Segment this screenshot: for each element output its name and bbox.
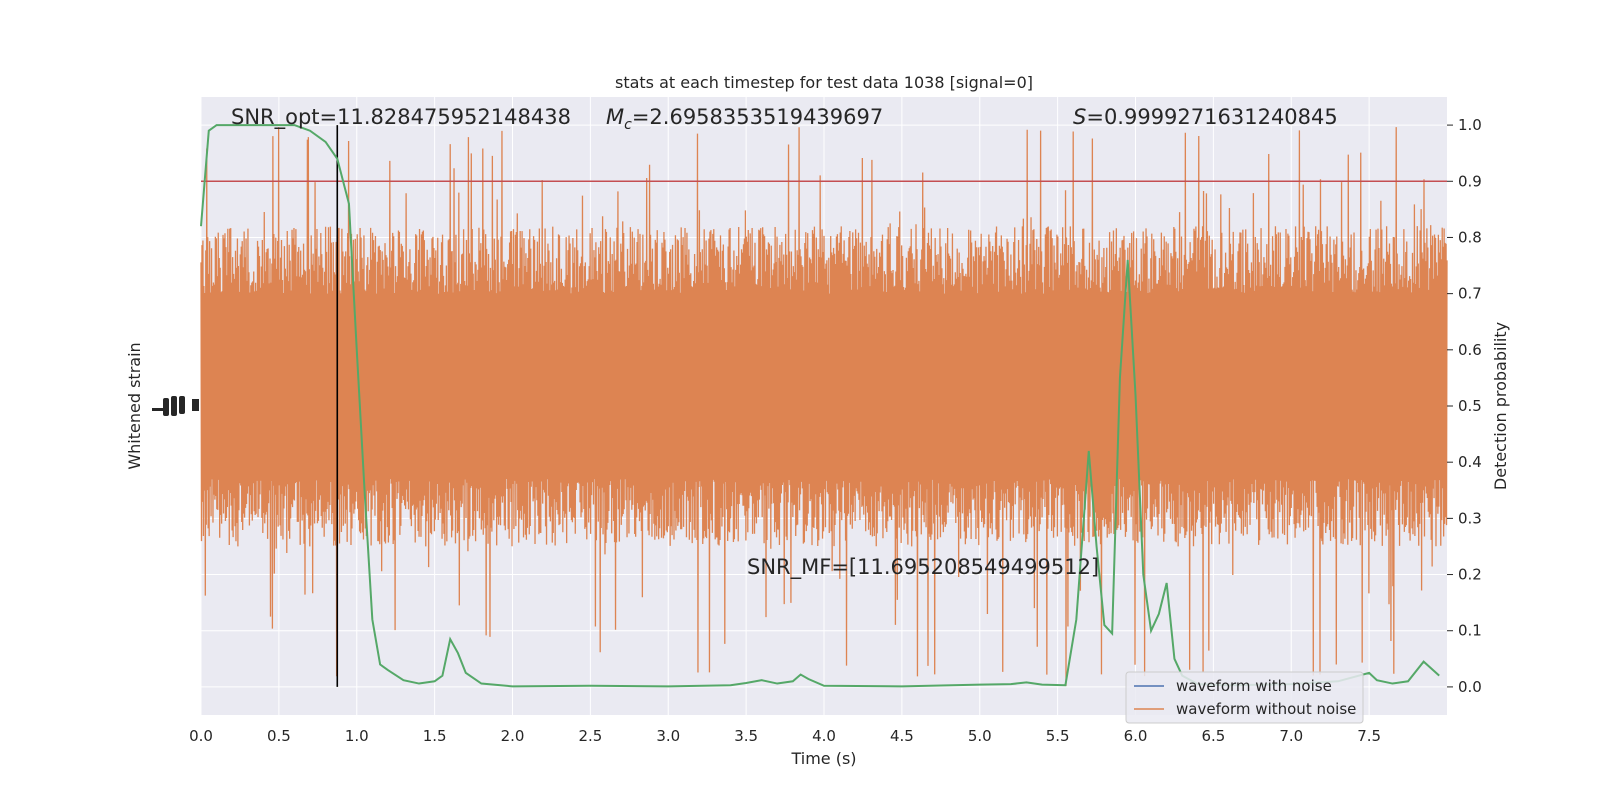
x-tick-label-8: 4.0 [812, 727, 836, 745]
y-axis-left-label: Whitened strain [125, 342, 144, 469]
left-axis-overlapping-ticks [152, 396, 199, 416]
legend-label-without-noise: waveform without noise [1176, 700, 1356, 718]
detection-probability-line [200, 124, 1440, 688]
x-tick-label-1: 0.5 [267, 727, 291, 745]
x-tick-label-0: 0.0 [189, 727, 213, 745]
score-symbol: S [1073, 105, 1086, 129]
x-tick-label-9: 4.5 [890, 727, 914, 745]
x-tick-label-5: 2.5 [578, 727, 602, 745]
y-right-tick-label-5: 0.5 [1458, 397, 1482, 415]
y-right-tick-label-6: 0.6 [1458, 341, 1482, 359]
x-tick-label-7: 3.5 [734, 727, 758, 745]
axes: 0.0 0.5 1.0 1.5 2.0 2.5 3.0 3.5 4.0 4.5 5.0 5.5 6.0 6… [189, 116, 1482, 745]
snr-opt-annotation: SNR_opt=11.828475952148438 [231, 105, 571, 130]
x-tick-label-15: 7.5 [1357, 727, 1381, 745]
chirp-mass-subscript: c [624, 117, 632, 133]
y-axis-right-label: Detection probability [1491, 322, 1510, 490]
strain-series [200, 127, 1448, 686]
score-annotation: S=0.9999271631240845 [1073, 105, 1338, 129]
chirp-mass-symbol: M [606, 105, 624, 129]
chart-title: stats at each timestep for test data 103… [615, 73, 1033, 92]
legend-box [1125, 671, 1364, 724]
score-value: =0.9999271631240845 [1086, 105, 1337, 129]
x-tick-label-4: 2.0 [501, 727, 525, 745]
x-axis-label: Time (s) [790, 749, 856, 768]
x-tick-label-11: 5.5 [1046, 727, 1070, 745]
x-tick-label-6: 3.0 [656, 727, 680, 745]
y-right-tick-label-3: 0.3 [1458, 509, 1482, 527]
y-right-tick-label-7: 0.7 [1458, 285, 1482, 303]
y-right-tick-label-1: 0.1 [1458, 622, 1482, 640]
y-right-tick-label-4: 0.4 [1458, 453, 1482, 471]
x-tick-label-12: 6.0 [1124, 727, 1148, 745]
y-right-tick-label-9: 0.9 [1458, 172, 1482, 190]
x-tick-label-13: 6.5 [1201, 727, 1225, 745]
overlay [200, 124, 1447, 688]
x-tick-label-14: 7.0 [1279, 727, 1303, 745]
strain-without-noise-line [200, 127, 1448, 686]
chirp-mass-annotation: Mc=2.6958353519439697 [606, 105, 883, 133]
legend-label-with-noise: waveform with noise [1176, 677, 1332, 695]
y-right-tick-label-0: 0.0 [1458, 678, 1482, 696]
chirp-mass-value: =2.6958353519439697 [632, 105, 883, 129]
x-tick-label-2: 1.0 [345, 727, 369, 745]
y-right-tick-label-10: 1.0 [1458, 116, 1482, 134]
y-right-tick-label-8: 0.8 [1458, 228, 1482, 246]
snr-mf-annotation: SNR_MF=[11.695208549499512] [747, 555, 1099, 580]
y-right-tick-label-2: 0.2 [1458, 566, 1482, 584]
x-tick-label-10: 5.0 [968, 727, 992, 745]
x-tick-label-3: 1.5 [423, 727, 447, 745]
legend: waveform with noise waveform without noi… [1125, 671, 1364, 724]
